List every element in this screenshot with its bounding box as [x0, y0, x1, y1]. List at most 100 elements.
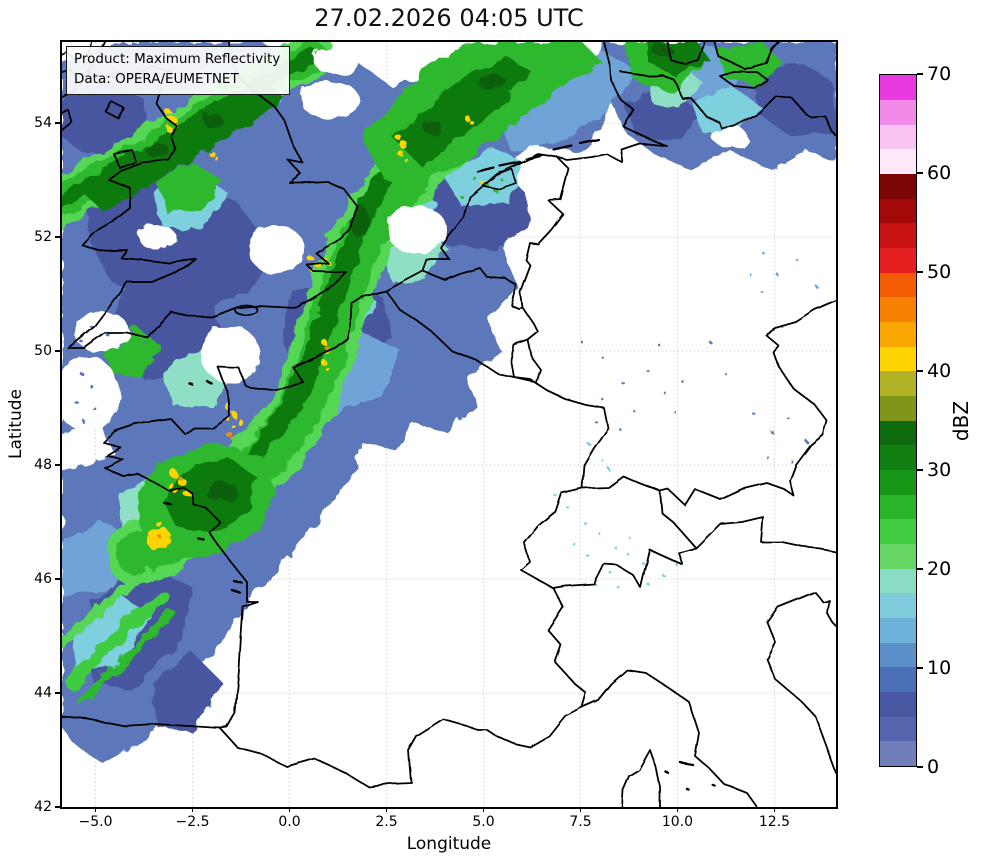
colorbar-tick-label: 10 [927, 657, 952, 679]
y-tick-label: 50 [34, 342, 52, 359]
colorbar-segment [880, 395, 916, 421]
colorbar-tick-label: 70 [927, 63, 952, 85]
x-tick-mark [773, 807, 776, 812]
border-fr-be-de-ch-it [385, 290, 609, 708]
x-tick-label: −5.0 [78, 814, 113, 830]
colorbar-segment [880, 173, 916, 199]
product-info-box: Product: Maximum Reflectivity Data: OPER… [66, 46, 291, 95]
x-tick-label: 12.5 [758, 814, 791, 830]
colorbar-segment [880, 716, 916, 742]
y-tick-mark [55, 692, 60, 694]
y-tick-mark [55, 236, 60, 238]
x-tick-mark [482, 807, 485, 812]
y-tick-label: 48 [34, 456, 52, 473]
colorbar-segment [880, 519, 916, 544]
colorbar-segment [880, 247, 916, 273]
coast-baltic [672, 78, 836, 137]
colorbar-tick-label: 0 [927, 756, 940, 778]
border-be-de-lu [510, 306, 541, 383]
colorbar-tick-mark [917, 271, 923, 273]
coast-continent [102, 42, 668, 729]
map-plot-area: Product: Maximum Reflectivity Data: OPER… [60, 40, 838, 809]
border-ch-de-at-it-cz [552, 300, 836, 589]
colorbar-segment [880, 223, 916, 248]
data-source-line: Data: OPERA/EUMETNET [74, 71, 239, 88]
y-tick-mark [55, 578, 60, 580]
colorbar-segment [880, 667, 916, 692]
colorbar-unit-label: dBZ [949, 400, 973, 442]
coast-ijsselmeer [482, 168, 517, 190]
x-tick-mark [288, 807, 291, 812]
product-name-line: Product: Maximum Reflectivity [74, 51, 281, 67]
colorbar-segment [880, 741, 916, 766]
x-tick-label: 7.5 [569, 814, 592, 830]
colorbar-segment [880, 593, 916, 618]
coast-corsica [621, 749, 661, 807]
colorbar-tick-mark [917, 370, 923, 372]
coast-great-britain [67, 42, 358, 349]
y-tick-label: 44 [34, 684, 52, 701]
colorbar-tick-mark [917, 766, 923, 768]
colorbar-tick-mark [917, 667, 923, 669]
colorbar-tick-mark [917, 568, 923, 570]
x-axis-label: Longitude [406, 834, 492, 854]
colorbar-segment [880, 297, 916, 322]
x-tick-mark [385, 807, 388, 812]
colorbar-segment [880, 99, 916, 125]
colorbar-segment [880, 75, 916, 100]
colorbar-segment [880, 445, 916, 470]
x-tick-label: 10.0 [661, 814, 694, 830]
radar-reflectivity-layer [62, 42, 836, 764]
colorbar [879, 74, 917, 767]
x-tick-label: 0.0 [278, 814, 301, 830]
y-tick-label: 42 [34, 798, 52, 815]
border-nl-de [519, 156, 570, 308]
colorbar-tick-label: 30 [927, 459, 952, 481]
colorbar-segment [880, 124, 916, 150]
border-be-nl [422, 267, 523, 309]
y-tick-mark [55, 806, 60, 808]
colorbar-segment [880, 321, 916, 347]
y-tick-label: 46 [34, 570, 52, 587]
colorbar-segment [880, 494, 916, 520]
coast-anglesey [113, 149, 137, 169]
x-tick-mark [191, 807, 194, 812]
x-tick-mark [579, 807, 582, 812]
coast-isle-of-man [105, 101, 125, 119]
x-tick-mark [676, 807, 679, 812]
colorbar-tick-label: 40 [927, 360, 952, 382]
x-tick-mark [94, 807, 97, 812]
small-islands [163, 379, 717, 792]
y-tick-mark [55, 350, 60, 352]
y-tick-label: 52 [34, 228, 52, 245]
coast-lolland [719, 71, 769, 89]
colorbar-segment [880, 420, 916, 446]
y-tick-mark [55, 464, 60, 466]
y-tick-mark [55, 122, 60, 124]
y-tick-label: 54 [34, 114, 52, 131]
x-tick-label: −2.5 [175, 814, 210, 830]
border-pyrenees-med-italy [219, 669, 758, 807]
colorbar-segments [880, 75, 916, 766]
colorbar-tick-label: 20 [927, 558, 952, 580]
colorbar-tick-label: 50 [927, 261, 952, 283]
coast-adriatic [766, 591, 836, 774]
colorbar-segment [880, 371, 916, 396]
border-de-dk [620, 71, 674, 80]
colorbar-tick-mark [917, 73, 923, 75]
colorbar-segment [880, 691, 916, 717]
coast-spain [62, 716, 221, 729]
colorbar-segment [880, 469, 916, 495]
y-axis-label: Latitude [6, 389, 26, 459]
colorbar-segment [880, 272, 916, 298]
page-title: 27.02.2026 04:05 UTC [314, 4, 584, 32]
colorbar-segment [880, 346, 916, 372]
colorbar-tick-label: 60 [927, 162, 952, 184]
colorbar-segment [880, 543, 916, 569]
coast-isle-of-wight [234, 304, 258, 316]
x-tick-label: 2.5 [375, 814, 398, 830]
colorbar-segment [880, 198, 916, 224]
coast-wadden-islands [476, 137, 600, 174]
coastlines [62, 42, 836, 807]
